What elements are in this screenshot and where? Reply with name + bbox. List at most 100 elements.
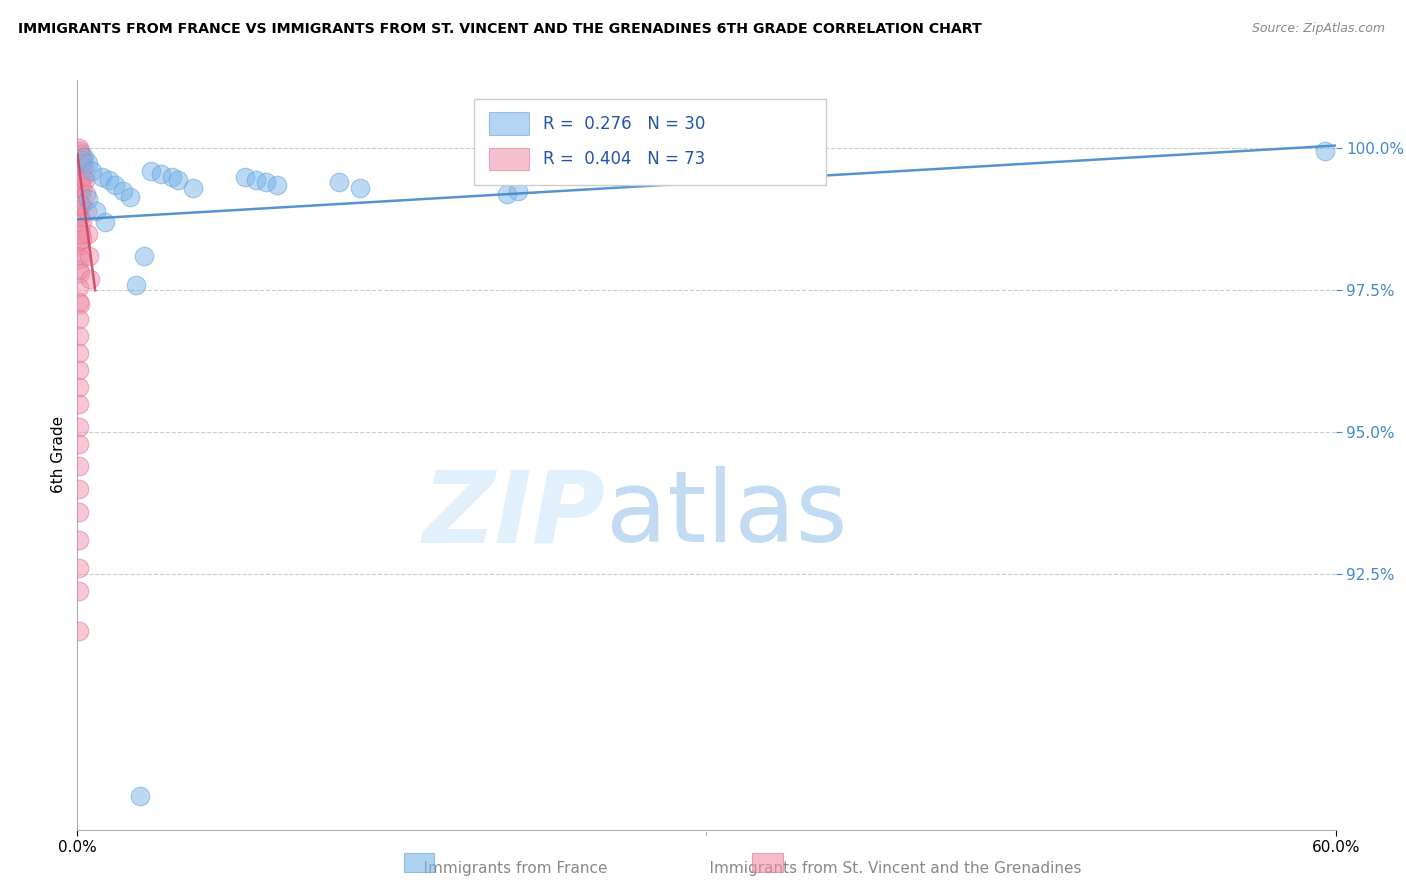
- Text: R =  0.404   N = 73: R = 0.404 N = 73: [543, 150, 706, 168]
- Point: [69, 161, 91, 176]
- Point: [69, 172, 91, 186]
- Point: [67, 584, 90, 599]
- Point: [76, 155, 98, 169]
- Point: [76, 203, 98, 218]
- Point: [69, 186, 91, 201]
- Point: [67, 533, 90, 547]
- Point: [97, 172, 120, 186]
- Point: [70, 167, 93, 181]
- Point: [67, 561, 90, 575]
- Y-axis label: 6th Grade: 6th Grade: [51, 417, 66, 493]
- Point: [70, 153, 93, 167]
- Text: atlas: atlas: [606, 467, 848, 564]
- Point: [69, 224, 91, 238]
- Text: IMMIGRANTS FROM FRANCE VS IMMIGRANTS FROM ST. VINCENT AND THE GRENADINES 6TH GRA: IMMIGRANTS FROM FRANCE VS IMMIGRANTS FRO…: [18, 22, 981, 37]
- Point: [67, 155, 90, 169]
- Point: [245, 172, 267, 186]
- Point: [67, 181, 90, 195]
- Point: [150, 167, 173, 181]
- Point: [70, 232, 93, 246]
- Point: [67, 345, 90, 359]
- Point: [67, 263, 90, 277]
- Point: [139, 164, 162, 178]
- Point: [70, 215, 93, 229]
- Point: [69, 145, 91, 159]
- Point: [70, 181, 93, 195]
- Point: [67, 141, 90, 155]
- Point: [69, 210, 91, 224]
- Point: [69, 297, 91, 311]
- Point: [125, 277, 148, 292]
- Point: [67, 397, 90, 411]
- Point: [93, 215, 115, 229]
- Point: [67, 505, 90, 519]
- Point: [67, 294, 90, 309]
- Point: [70, 150, 93, 164]
- Point: [84, 203, 107, 218]
- Point: [67, 220, 90, 235]
- Bar: [489, 148, 529, 170]
- Point: [69, 252, 91, 266]
- Point: [112, 184, 135, 198]
- Point: [67, 436, 90, 450]
- Point: [254, 176, 277, 190]
- Point: [67, 624, 90, 638]
- Text: R =  0.276   N = 30: R = 0.276 N = 30: [543, 115, 706, 133]
- Point: [67, 249, 90, 263]
- Point: [72, 161, 94, 176]
- Point: [233, 169, 256, 184]
- Point: [160, 169, 183, 184]
- Point: [134, 249, 156, 263]
- Point: [104, 178, 127, 193]
- Point: [67, 380, 90, 394]
- Point: [67, 363, 90, 377]
- Point: [266, 178, 288, 193]
- Point: [76, 227, 98, 241]
- Point: [67, 169, 90, 184]
- Point: [129, 789, 152, 803]
- Point: [69, 266, 91, 280]
- Point: [67, 482, 90, 496]
- Point: [67, 195, 90, 210]
- Point: [69, 184, 91, 198]
- Point: [118, 189, 141, 203]
- Point: [181, 181, 204, 195]
- Point: [67, 207, 90, 221]
- Point: [67, 459, 90, 474]
- Point: [77, 249, 100, 263]
- Text: ZIP: ZIP: [423, 467, 606, 564]
- Point: [76, 193, 98, 207]
- Point: [496, 186, 519, 201]
- Point: [80, 164, 103, 178]
- Point: [69, 158, 91, 172]
- Text: Source: ZipAtlas.com: Source: ZipAtlas.com: [1251, 22, 1385, 36]
- FancyBboxPatch shape: [474, 99, 827, 186]
- Point: [73, 172, 96, 186]
- Point: [67, 235, 90, 249]
- Point: [328, 176, 350, 190]
- Point: [1315, 145, 1337, 159]
- Text: Immigrants from France: Immigrants from France: [405, 861, 607, 876]
- Point: [70, 227, 93, 241]
- Point: [70, 198, 93, 212]
- Point: [69, 176, 91, 190]
- Point: [69, 238, 91, 252]
- Point: [91, 169, 114, 184]
- Point: [167, 172, 190, 186]
- Point: [79, 272, 101, 286]
- Point: [72, 150, 94, 164]
- Point: [69, 198, 91, 212]
- Text: Immigrants from St. Vincent and the Grenadines: Immigrants from St. Vincent and the Gren…: [690, 861, 1081, 876]
- Point: [67, 311, 90, 326]
- Point: [67, 280, 90, 294]
- Point: [67, 419, 90, 434]
- Point: [349, 181, 371, 195]
- Bar: [489, 112, 529, 135]
- Point: [70, 198, 93, 212]
- Point: [75, 186, 97, 201]
- Point: [69, 147, 91, 161]
- Point: [72, 169, 94, 184]
- Point: [72, 155, 94, 169]
- Point: [506, 184, 529, 198]
- Point: [67, 328, 90, 343]
